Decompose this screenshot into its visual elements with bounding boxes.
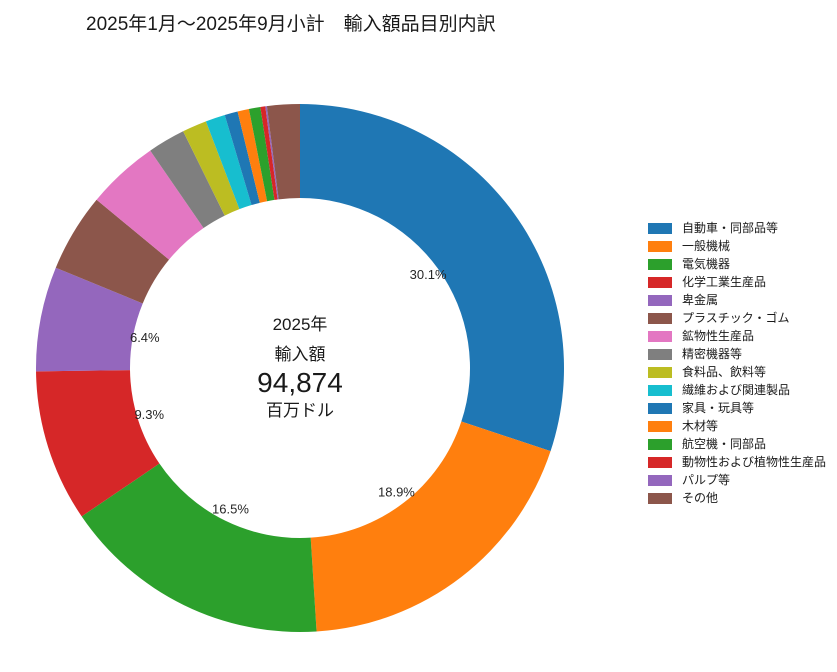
pie-slice-5 [55,199,170,304]
legend-item-3: 化学工業生産品 [648,273,826,291]
legend-label-6: 鉱物性生産品 [682,329,755,343]
percent-label-1: 18.9% [378,485,415,500]
legend-item-1: 一般機械 [648,237,826,255]
legend: 自動車・同部品等 一般機械電気機器化学工業生産品 卑金属プラスチック・ゴム 鉱物性生産… [648,219,826,507]
legend-swatch-7 [648,348,672,360]
pie-slice-8 [183,121,240,216]
legend-item-2: 電気機器 [648,255,826,273]
pie-slice-13 [260,106,278,200]
legend-swatch-9 [648,384,672,396]
legend-swatch-10 [648,402,672,414]
legend-label-5: プラスチック・ゴム [682,311,790,325]
legend-swatch-14 [648,474,672,486]
legend-item-8: 食料品、飲料等 [648,363,826,381]
legend-label-13: 動物性および植物性生産品 [682,455,827,469]
legend-swatch-8 [648,366,672,378]
legend-swatch-5 [648,312,672,324]
legend-item-13: 動物性および植物性生産品 [648,453,826,471]
legend-label-1: 一般機械 [682,239,731,253]
legend-label-9: 繊維および関連製品 [682,383,791,397]
pie-slice-3 [36,370,160,517]
pie-slice-15 [266,104,300,200]
legend-item-11: 木材等 [648,417,826,435]
pie-slice-9 [205,114,252,210]
legend-swatch-3 [648,276,672,288]
legend-item-5: プラスチック・ゴム [648,309,826,327]
pie-slice-7 [150,131,225,228]
legend-swatch-15 [648,492,672,504]
center-value: 94,874 [257,367,343,398]
legend-item-12: 航空機・同部品 [648,435,826,453]
legend-label-4: 卑金属 [682,293,719,307]
pie-slice-6 [96,150,204,260]
legend-swatch-13 [648,456,672,468]
legend-swatch-1 [648,240,672,252]
legend-swatch-2 [648,258,672,270]
center-year: 2025年 [273,315,328,334]
chart-title: 2025年1月～2025年9月小計 輸入額品目別内訳 [86,14,496,35]
legend-label-7: 精密機器等 [682,347,743,361]
percent-label-3: 9.3% [134,407,164,422]
legend-item-9: 繊維および関連製品 [648,381,826,399]
center-label: 輸入額 [275,345,326,364]
legend-label-11: 木材等 [682,419,719,433]
legend-label-0: 自動車・同部品等 [682,221,779,235]
legend-label-14: パルプ等 [682,473,731,487]
legend-item-4: 卑金属 [648,291,826,309]
legend-item-6: 鉱物性生産品 [648,327,826,345]
legend-label-8: 食料品、飲料等 [682,365,767,379]
percent-label-0: 30.1% [410,267,447,282]
legend-label-12: 航空機・同部品 [682,437,767,451]
legend-item-14: パルプ等 [648,471,826,489]
legend-swatch-11 [648,420,672,432]
legend-label-15: その他 [682,491,719,505]
pie-slice-12 [248,106,275,202]
legend-label-2: 電気機器 [682,257,731,271]
legend-swatch-6 [648,330,672,342]
percent-label-4: 6.4% [130,330,160,345]
legend-label-10: 家具・玩具等 [682,401,755,415]
center-unit: 百万ドル [266,401,334,420]
legend-item-0: 自動車・同部品等 [648,219,826,237]
pie-slice-2 [81,463,317,633]
percent-label-2: 16.5% [212,501,249,516]
legend-item-10: 家具・玩具等 [648,399,826,417]
legend-item-7: 精密機器等 [648,345,826,363]
pie-slice-14 [265,106,279,200]
pie-slice-0 [300,104,565,452]
legend-swatch-0 [648,222,672,234]
pie-slice-1 [310,421,551,632]
pie-slice-4 [36,267,143,372]
legend-swatch-4 [648,294,672,306]
legend-item-15: その他 [648,489,826,507]
pie-slice-11 [237,108,268,203]
pie-slice-10 [224,111,260,206]
legend-label-3: 化学工業生産品 [682,275,767,289]
legend-swatch-12 [648,438,672,450]
